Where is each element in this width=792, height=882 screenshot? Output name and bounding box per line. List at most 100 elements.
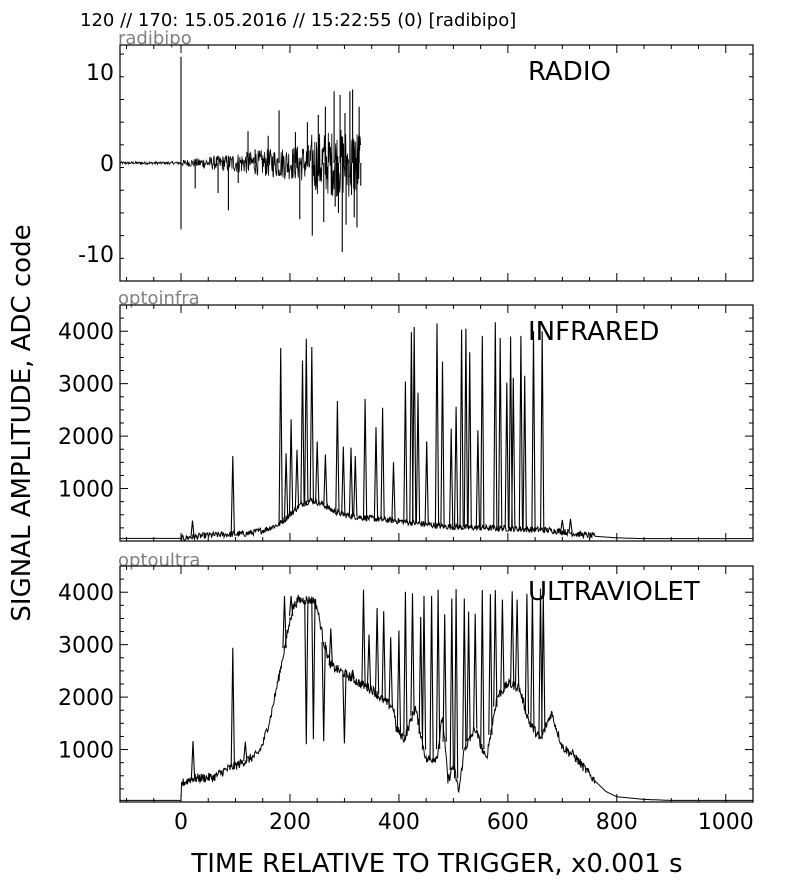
infrared-peak xyxy=(568,518,573,533)
infrared-peak xyxy=(531,331,536,530)
ultraviolet-peak xyxy=(541,594,546,733)
infrared-peak xyxy=(294,449,300,509)
y-tick-label: 2000 xyxy=(58,686,114,711)
x-axis-label: TIME RELATIVE TO TRIGGER, x0.001 s xyxy=(190,849,682,879)
ultraviolet-peak xyxy=(230,647,235,767)
panel-infrared-series xyxy=(120,322,753,542)
infrared-peak xyxy=(341,446,346,515)
ultraviolet-peak xyxy=(429,595,434,759)
infrared-peak xyxy=(348,447,354,516)
infrared-peak xyxy=(449,428,454,527)
ultraviolet-peak xyxy=(388,637,393,706)
infrared-peak xyxy=(362,398,368,518)
panel-ultraviolet-id: optoultra xyxy=(118,550,200,571)
ultraviolet-peak xyxy=(462,598,467,750)
infrared-peak xyxy=(380,407,385,520)
y-tick-label: 0 xyxy=(100,152,114,177)
ultraviolet-peak xyxy=(350,669,355,679)
infrared-peak xyxy=(440,361,445,527)
panel-infrared-title: INFRARED xyxy=(528,317,659,347)
ultraviolet-peak xyxy=(500,599,505,691)
ultraviolet-peak xyxy=(488,594,493,735)
ultraviolet-peak xyxy=(510,591,515,686)
infrared-peak xyxy=(278,347,283,523)
panel-ultraviolet-axes: 0 200 400 600 800 1000 1000 2000 3000 4000 xyxy=(58,565,754,835)
x-tick-label: 0 xyxy=(174,810,188,835)
infrared-peak xyxy=(518,335,524,530)
ultraviolet-peak xyxy=(480,590,485,750)
panel-radio-series xyxy=(119,56,362,252)
infrared-peak xyxy=(353,455,358,517)
infrared-peak xyxy=(453,406,459,528)
ultraviolet-peak xyxy=(190,741,196,779)
infrared-peak xyxy=(508,336,513,529)
ultraviolet-peak xyxy=(342,673,347,744)
ultraviolet-peak xyxy=(311,600,316,740)
panel-radio-axes: -10 0 10 xyxy=(78,45,754,282)
infrared-peak xyxy=(504,382,509,529)
infrared-peak xyxy=(498,337,503,529)
infrared-peak xyxy=(459,329,464,528)
ultraviolet-peak xyxy=(288,595,294,616)
y-tick-label: 4000 xyxy=(58,581,114,606)
infrared-peak xyxy=(511,377,516,529)
x-tick-label: 800 xyxy=(596,810,638,835)
figure-header: 120 // 170: 15.05.2016 // 15:22:55 (0) [… xyxy=(80,10,516,31)
infrared-peak xyxy=(288,419,294,514)
panel-infrared-axes: 1000 2000 3000 4000 xyxy=(58,304,754,542)
ultraviolet-peak xyxy=(328,628,333,666)
infrared-peak xyxy=(522,375,527,530)
infrared-peak xyxy=(434,323,440,526)
ultraviolet-peak xyxy=(473,613,478,729)
infrared-peak xyxy=(467,352,472,528)
panel-ultraviolet-series xyxy=(120,588,753,801)
panel-ultraviolet-title: ULTRAVIOLET xyxy=(528,577,700,607)
panel-radio-frame xyxy=(119,44,754,282)
ultraviolet-peak xyxy=(421,595,427,750)
ultraviolet-peak xyxy=(449,598,454,771)
y-tick-label: 1000 xyxy=(58,739,114,764)
ultraviolet-peak xyxy=(282,595,287,649)
ultraviolet-peak xyxy=(243,741,248,762)
radio-signal-line xyxy=(119,129,361,197)
infrared-peak xyxy=(283,453,289,519)
ultraviolet-peak xyxy=(530,591,535,728)
ultraviolet-peak xyxy=(538,588,543,740)
ultraviolet-signal-line xyxy=(120,593,753,801)
ultraviolet-peak xyxy=(435,589,441,750)
x-tick-label: 400 xyxy=(378,810,420,835)
panel-ultraviolet: optoultra ULTRAVIOLET 0 200 400 600 800 1000 1… xyxy=(58,550,754,835)
x-tick-label: 1000 xyxy=(698,810,754,835)
infrared-peak xyxy=(190,520,195,538)
ultraviolet-peak xyxy=(418,616,423,734)
ultraviolet-peak xyxy=(396,630,402,733)
ultraviolet-peak xyxy=(374,607,380,695)
y-tick-label: -10 xyxy=(78,243,114,268)
ultraviolet-peak xyxy=(466,611,471,742)
y-tick-label: 3000 xyxy=(58,373,114,398)
infrared-peak xyxy=(480,335,485,528)
ultraviolet-peak xyxy=(381,611,386,701)
panel-radio: radibipo RADIO -10 0 10 xyxy=(78,28,754,282)
y-axis-label: SIGNAL AMPLITUDE, ADC code xyxy=(7,224,37,621)
infrared-peak xyxy=(323,454,328,507)
ultraviolet-peak xyxy=(366,634,372,688)
x-tick-label: 600 xyxy=(487,810,529,835)
infrared-peak xyxy=(463,328,469,528)
ultraviolet-peak xyxy=(514,599,520,687)
ultraviolet-peak xyxy=(361,589,366,686)
infrared-peak xyxy=(415,392,421,524)
infrared-peak xyxy=(309,346,314,501)
panel-infrared: optoinfra INFRARED 1000 2000 3000 4000 xyxy=(58,288,754,542)
ultraviolet-peak xyxy=(524,593,530,715)
infrared-signal-line xyxy=(120,497,753,542)
y-tick-label: 3000 xyxy=(58,634,114,659)
x-tick-label: 200 xyxy=(269,810,311,835)
infrared-peak xyxy=(230,455,235,535)
y-tick-label: 10 xyxy=(86,61,114,86)
infrared-peak xyxy=(493,322,498,529)
infrared-peak xyxy=(409,332,414,523)
infrared-peak xyxy=(475,430,481,528)
panel-infrared-id: optoinfra xyxy=(118,288,200,309)
